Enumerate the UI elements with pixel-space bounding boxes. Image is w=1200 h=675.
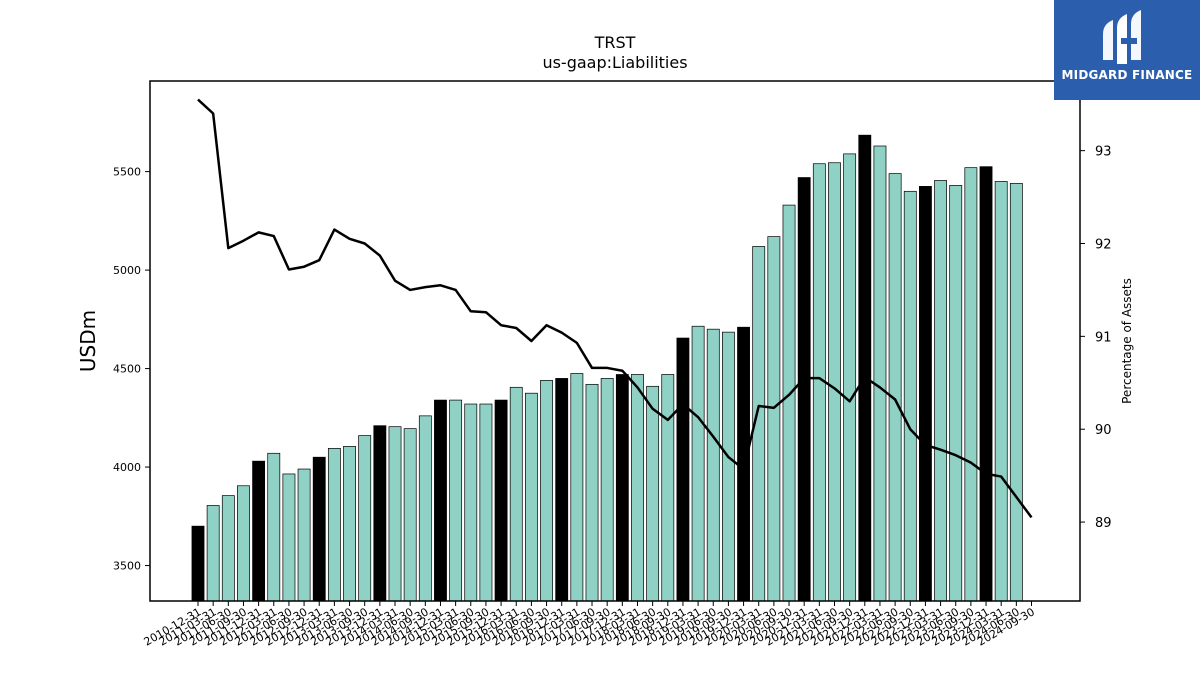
brand-logo: MIDGARD FINANCE <box>1054 0 1200 100</box>
bar-2022-12-31 <box>919 186 932 602</box>
bar-2021-06-30 <box>828 162 841 602</box>
bar-2021-12-31 <box>858 134 872 602</box>
bar-2016-09-30 <box>540 380 553 602</box>
bar-2014-06-30 <box>403 428 417 602</box>
bar-2023-03-31 <box>934 180 947 602</box>
bar-2017-03-31 <box>570 373 584 602</box>
bar-2024-06-30 <box>1009 183 1023 602</box>
y2-tick-label: 89 <box>1095 516 1112 531</box>
bar-2020-06-30 <box>767 236 781 602</box>
bar-2013-03-31 <box>327 448 341 602</box>
y2-tick-label: 93 <box>1095 145 1112 160</box>
line-series <box>197 98 1033 519</box>
bar-2017-09-30 <box>600 378 614 602</box>
bar-2012-06-30 <box>282 473 296 602</box>
bar-2013-12-31 <box>373 425 387 602</box>
midgard-logo-icon <box>1103 10 1141 64</box>
x-axis-ticks: 2010-12-312011-03-312011-06-302011-09-30… <box>142 601 1037 649</box>
bar-2015-03-31 <box>449 399 463 602</box>
percentage-line <box>197 98 1033 519</box>
y-tick-label: 3500 <box>113 560 141 573</box>
bar-2013-09-30 <box>358 435 372 602</box>
bar-2012-03-31 <box>267 452 281 602</box>
bar-2020-12-31 <box>797 177 811 602</box>
bar-2023-06-30 <box>949 185 963 602</box>
bar-2024-03-31 <box>994 181 1008 602</box>
chart-title: TRST <box>594 33 636 52</box>
bar-2022-06-30 <box>888 173 902 602</box>
bar-2018-03-31 <box>631 374 644 602</box>
y2-tick-label: 90 <box>1095 423 1112 438</box>
bar-2010-12-31 <box>191 525 205 602</box>
bar-2012-12-31 <box>312 456 326 602</box>
bar-2014-09-30 <box>418 415 432 602</box>
y-tick-label: 5500 <box>113 166 141 179</box>
bar-2016-12-31 <box>555 378 569 602</box>
bar-2018-12-31 <box>676 337 690 602</box>
bar-2023-09-30 <box>964 167 978 602</box>
y2-tick-label: 91 <box>1095 330 1112 345</box>
y2-axis-label: Percentage of Assets <box>1120 278 1134 404</box>
y2-axis-ticks: 89 90 91 92 93 <box>1080 145 1112 531</box>
bar-2022-09-30 <box>903 190 917 602</box>
bar-2012-09-30 <box>297 468 311 602</box>
bar-2011-09-30 <box>237 485 250 602</box>
bar-2022-03-31 <box>873 145 887 602</box>
bar-2019-09-30 <box>721 331 735 602</box>
bar-2020-09-30 <box>782 204 796 602</box>
bar-2015-09-30 <box>479 403 493 602</box>
bar-2011-03-31 <box>206 505 220 602</box>
bar-2018-06-30 <box>646 385 660 602</box>
bar-2013-06-30 <box>343 446 356 602</box>
bar-2023-12-31 <box>979 166 993 602</box>
bar-2021-09-30 <box>843 153 857 602</box>
bar-2015-12-31 <box>494 399 508 602</box>
bar-2019-03-31 <box>691 325 705 602</box>
bar-2011-06-30 <box>221 495 235 602</box>
bar-2018-09-30 <box>661 374 675 602</box>
y-tick-label: 5000 <box>113 264 141 277</box>
bar-2015-06-30 <box>464 403 478 602</box>
bar-2019-06-30 <box>706 328 720 602</box>
bar-2011-12-31 <box>252 460 266 602</box>
y2-tick-label: 92 <box>1095 238 1112 253</box>
y-tick-label: 4500 <box>113 363 141 376</box>
y-axis-ticks: 3500 4000 4500 5000 5500 <box>113 166 150 573</box>
chart-subtitle: us-gaap:Liabilities <box>542 53 687 72</box>
brand-name: MIDGARD FINANCE <box>1061 68 1193 82</box>
bar-2016-06-30 <box>524 392 538 602</box>
y-tick-label: 4000 <box>113 461 141 474</box>
plot-frame <box>149 80 1081 602</box>
bar-2014-12-31 <box>434 399 447 602</box>
y-axis-label: USDm <box>76 310 100 372</box>
bar-2017-12-31 <box>615 374 629 602</box>
bar-2016-03-31 <box>509 386 523 602</box>
bar-2017-06-30 <box>585 383 599 602</box>
bar-2014-03-31 <box>388 426 402 602</box>
